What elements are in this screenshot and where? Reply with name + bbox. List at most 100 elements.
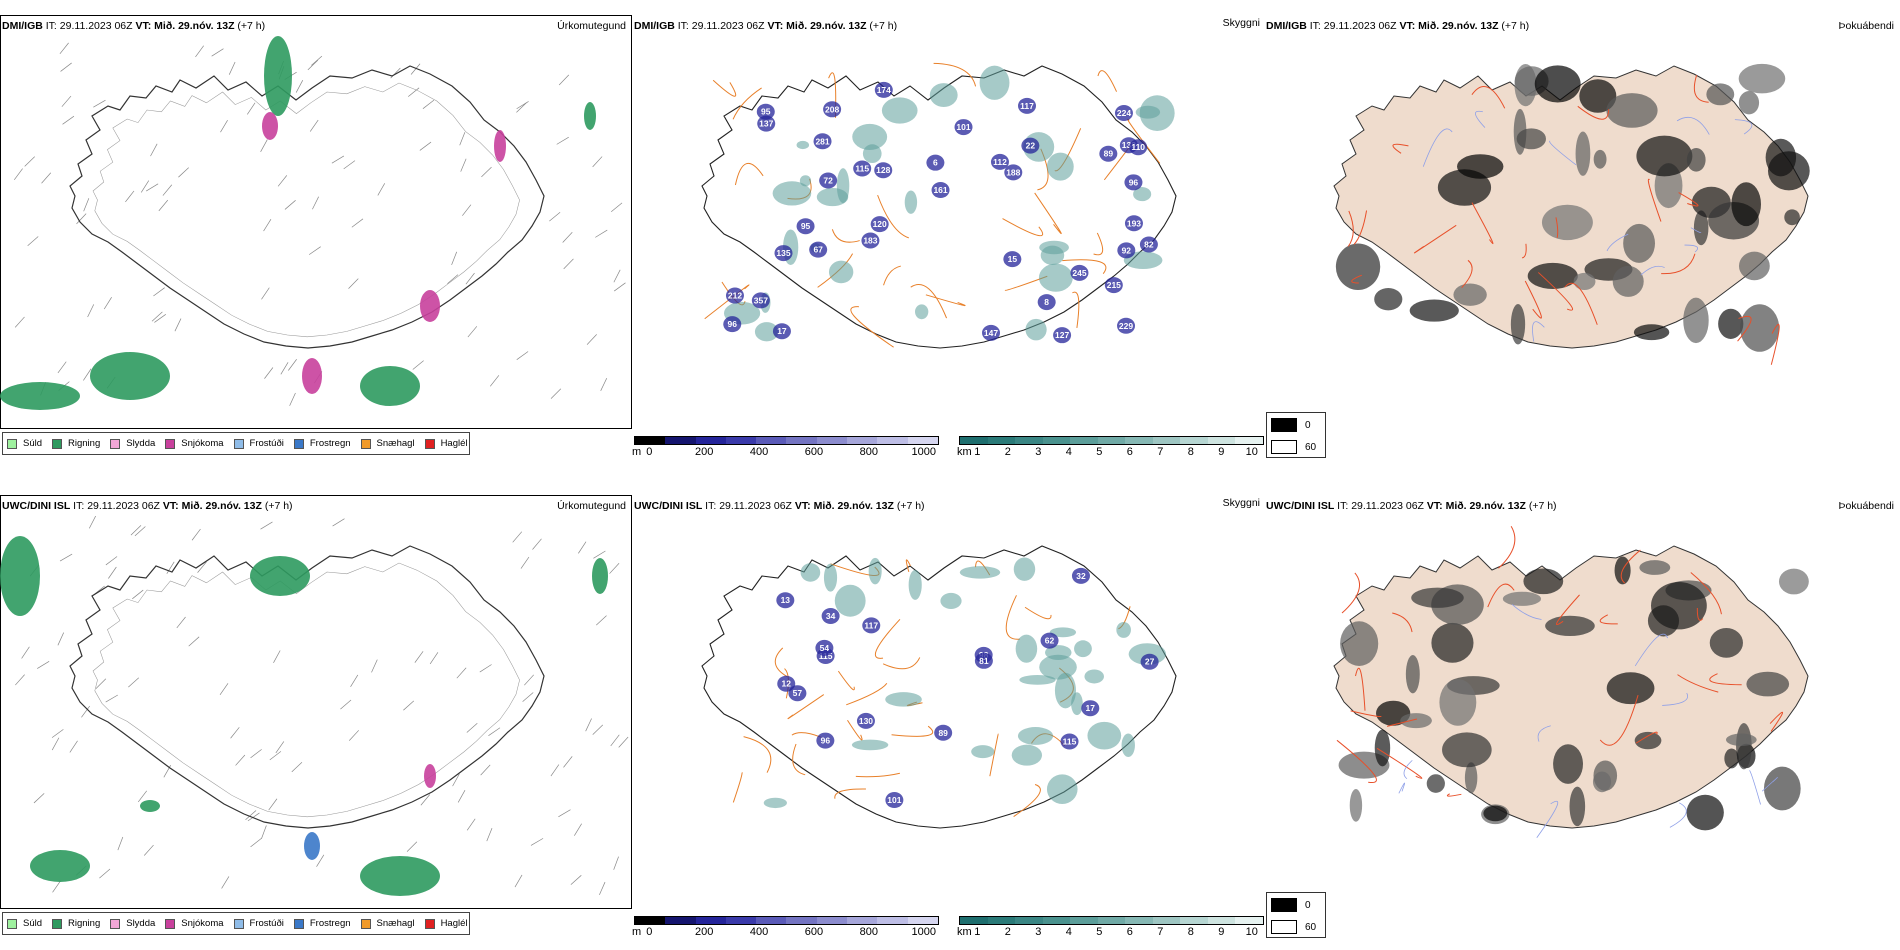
wind-barb [550,764,560,777]
wind-barb [151,311,163,322]
panel-title: Skyggni [1222,497,1260,509]
wind-barb [422,99,435,109]
wind-barb [289,392,296,406]
fog-area [1553,744,1583,784]
visibility-area [1135,105,1161,119]
wind-barb [162,184,173,196]
ceiling-area [813,133,832,150]
fog-legend-label: 60 [1305,441,1317,453]
ceiling-label: 115 [855,163,869,173]
legend-swatch [360,438,371,449]
road [1471,202,1494,245]
it-label: IT: [73,500,85,512]
road [774,647,788,677]
wind-barb [613,269,621,283]
road [1769,711,1784,732]
fog-area [1709,628,1743,658]
fog-area [1639,560,1671,575]
wind-barb [514,874,523,888]
wind-barb [312,196,319,210]
colorbar-tick-label: 600 [804,446,824,458]
legend-label: Frostúði [249,438,284,449]
river [1532,321,1545,342]
wind-barb [307,59,319,71]
legend-item: Snæhagl [360,438,415,449]
wind-barb [403,700,415,711]
vt-value: Mið. 29.nóv. 13Z [154,20,235,32]
fog-area [1510,304,1526,345]
fog-area [1442,732,1492,768]
panel-header: DMI/IGB IT: 29.11.2023 06Z VT: Mið. 29.n… [2,20,630,34]
ceiling-label: 95 [761,107,771,117]
visibility-area [828,260,854,284]
legend-item: Snjókoma [165,918,224,929]
colorbar-ticks: km 1 2 3 4 5 6 7 8 9 10 [957,925,1264,939]
ceiling-area [1021,137,1040,154]
ceiling-area [751,292,770,309]
wind-barb [459,132,466,146]
legend-item: Rigning [52,438,100,449]
road [891,725,934,737]
wind-barb [467,326,478,338]
road [1620,549,1641,584]
wind-barb [516,351,529,360]
road [1072,291,1080,329]
ceiling-label: 174 [877,85,891,95]
lead-time: (+7 h) [1501,20,1530,32]
fog-legend-swatch [1271,898,1297,912]
road [847,719,863,741]
precip-area [494,130,506,162]
wind-barb [613,856,619,870]
wind-barb [311,55,323,66]
legend-label: Súld [23,918,43,929]
visibility-area [904,190,918,214]
wind-barb [348,730,359,741]
fog-area [1335,243,1381,290]
ceiling-label: 54 [820,643,830,653]
wind-barb [592,156,603,168]
legend-swatch [293,438,304,449]
road [1693,74,1709,103]
colorbar-tick-label: 4 [1065,446,1072,458]
road [1696,607,1704,621]
legend-item: Frostúði [233,918,284,929]
colorbar-tick-label: 0 [646,926,653,938]
vt-value: Mið. 29.nóv. 13Z [181,500,262,512]
colorbar-unit: m [632,926,642,938]
wind-barb [69,740,78,753]
fog-area [1534,65,1581,103]
fog-area [1483,805,1508,822]
road [846,682,888,706]
river [1634,633,1669,667]
fog-area [1693,210,1709,246]
road [925,294,966,307]
ceiling-area [870,216,889,233]
fog-area [1523,568,1564,595]
ceiling-area [819,172,838,189]
fog-area [1765,138,1797,177]
ceiling-label: 147 [984,328,998,338]
legend-swatch [165,438,176,449]
ceiling-label: 120 [873,219,887,229]
visibility-area [1046,152,1074,181]
visibility-area [796,140,810,150]
legend-label: Rigning [68,918,101,929]
it-value: 29.11.2023 06Z [691,20,765,32]
fog-area [1579,79,1617,113]
wind-barb [33,793,45,804]
ceiling-label: 17 [777,326,787,336]
ceiling-label: 130 [859,716,873,726]
ceiling-area [1004,164,1023,181]
coastline [69,65,545,349]
wind-barb [457,790,466,803]
wind-barb [351,218,364,228]
fog-area [1374,729,1391,767]
wind-barb [465,272,475,285]
wind-barb [57,361,67,374]
ceiling-label: 183 [863,236,877,246]
fog-legend-row: 0 [1267,895,1325,915]
road [905,559,911,573]
wind-barb [260,521,273,530]
vt-label: VT: [162,500,179,512]
row-uwc-dini: UWC/DINI ISL IT: 29.11.2023 06Z VT: Mið.… [0,480,1900,950]
